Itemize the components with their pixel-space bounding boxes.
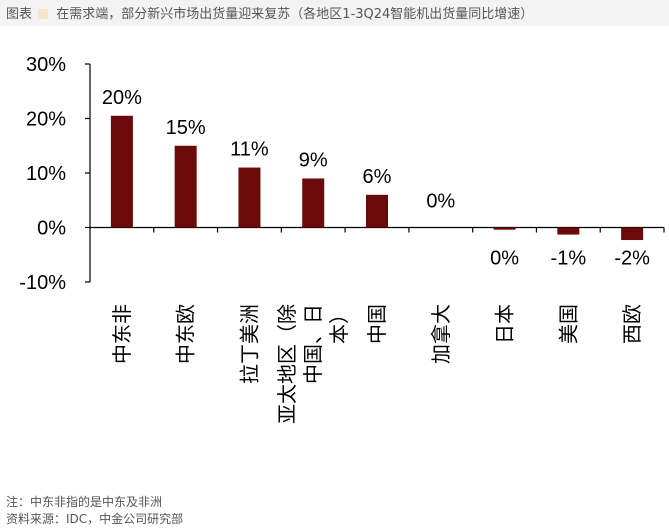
category-label-line: 本）	[327, 304, 351, 344]
figure-title: 在需求端，部分新兴市场出货量迎来复苏（各地区1-3Q24智能机出货量同比增速）	[56, 7, 534, 22]
bar	[493, 227, 516, 230]
category-label-line: 中东非	[110, 304, 134, 364]
category-label: 中国	[365, 304, 389, 344]
bar	[238, 167, 261, 228]
category-label: 西欧	[620, 304, 644, 344]
data-label: 6%	[363, 166, 392, 188]
footnote: 注：中东非指的是中东及非洲	[6, 495, 163, 509]
figure-header: 图表 在需求端，部分新兴市场出货量迎来复苏（各地区1-3Q24智能机出货量同比增…	[0, 0, 669, 26]
data-label: -2%	[614, 248, 650, 270]
category-label: 中东非	[110, 304, 134, 364]
data-label: 0%	[490, 248, 519, 270]
category-label-line: 中东欧	[174, 304, 198, 364]
y-tick-label: 30%	[26, 54, 66, 76]
data-label: -1%	[551, 248, 587, 270]
bar	[302, 178, 325, 228]
data-label: 15%	[166, 117, 206, 139]
bar-chart: 30% 20% 10% 0% -10% 20% 中东非 15% 中东欧 11% 拉丁美洲 9% 亚太地区…	[19, 54, 665, 424]
data-label: 11%	[230, 139, 269, 161]
category-label-line: 日本	[493, 304, 517, 344]
bar	[366, 194, 388, 228]
bar	[557, 227, 580, 235]
category-label-line: 加拿大	[429, 304, 453, 364]
data-label: 0%	[426, 191, 455, 213]
chart-panel: 30% 20% 10% 0% -10% 20% 中东非 15% 中东欧 11% 拉丁美洲 9% 亚太地区…	[0, 26, 669, 488]
bookmark-icon	[38, 9, 49, 19]
bar	[110, 115, 133, 228]
category-label: 亚太地区（除 中国、日 本）	[275, 304, 351, 424]
category-label: 加拿大	[429, 304, 453, 364]
y-tick-label: 20%	[26, 109, 66, 131]
bar	[621, 227, 644, 241]
category-label-line: 亚太地区（除	[275, 304, 299, 424]
category-label-line: 中国	[365, 304, 389, 344]
category-label-line: 西欧	[620, 304, 644, 344]
y-tick-label: 10%	[26, 163, 66, 185]
category-label-line: 中国、日	[301, 304, 325, 384]
category-label-line: 拉丁美洲	[237, 304, 261, 384]
y-tick-label: 0%	[37, 218, 66, 240]
category-label: 日本	[493, 304, 517, 344]
bar	[174, 145, 197, 228]
category-label: 美国	[556, 304, 580, 344]
figure-footer: 注：中东非指的是中东及非洲 资料来源：IDC，中金公司研究部	[6, 494, 183, 528]
source-note: 资料来源：IDC，中金公司研究部	[6, 512, 184, 526]
category-label: 中东欧	[174, 304, 198, 364]
figure-label: 图表	[6, 7, 33, 22]
category-label: 拉丁美洲	[237, 304, 261, 384]
data-label: 20%	[102, 87, 142, 109]
y-tick-label: -10%	[19, 272, 66, 294]
data-label: 9%	[299, 149, 328, 171]
category-label-line: 美国	[556, 304, 580, 344]
